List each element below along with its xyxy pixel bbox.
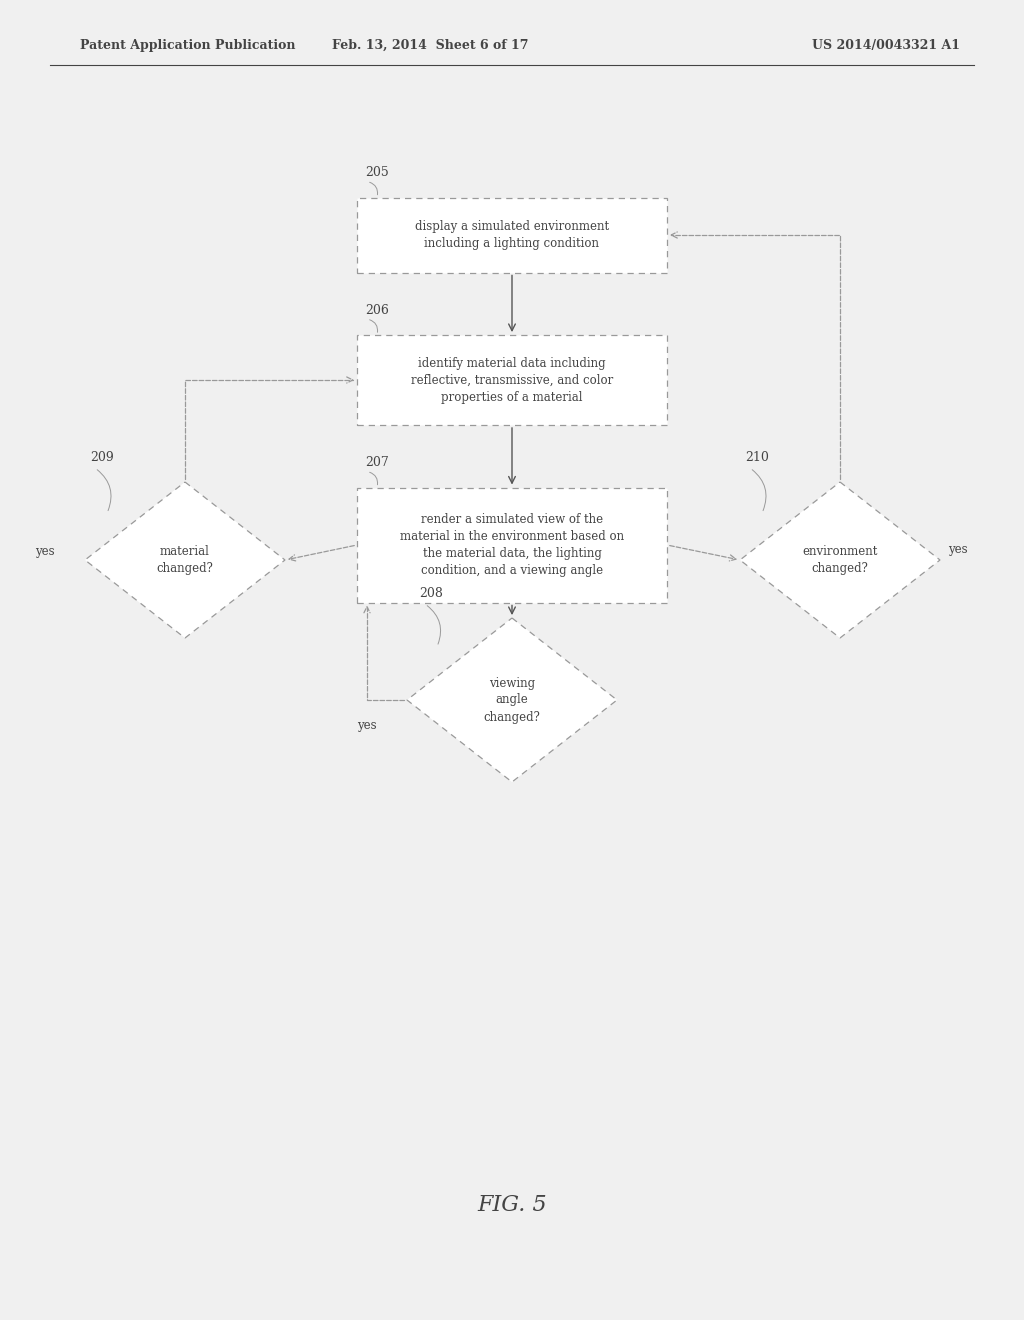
Text: 209: 209 bbox=[90, 451, 114, 465]
Text: material
changed?: material changed? bbox=[157, 545, 213, 576]
Text: display a simulated environment
including a lighting condition: display a simulated environment includin… bbox=[415, 220, 609, 249]
Text: identify material data including
reflective, transmissive, and color
properties : identify material data including reflect… bbox=[411, 356, 613, 404]
Text: render a simulated view of the
material in the environment based on
the material: render a simulated view of the material … bbox=[400, 513, 624, 577]
Text: viewing
angle
changed?: viewing angle changed? bbox=[483, 676, 541, 723]
Text: FIG. 5: FIG. 5 bbox=[477, 1195, 547, 1216]
Text: 205: 205 bbox=[365, 166, 389, 180]
Text: environment
changed?: environment changed? bbox=[803, 545, 878, 576]
Bar bbox=[357, 198, 667, 272]
Text: 208: 208 bbox=[419, 587, 442, 601]
Polygon shape bbox=[740, 482, 940, 638]
Text: US 2014/0043321 A1: US 2014/0043321 A1 bbox=[812, 38, 961, 51]
Text: 210: 210 bbox=[745, 451, 769, 465]
Text: yes: yes bbox=[357, 718, 377, 731]
Text: yes: yes bbox=[948, 544, 968, 557]
Polygon shape bbox=[85, 482, 285, 638]
Text: 207: 207 bbox=[365, 457, 389, 470]
Text: 206: 206 bbox=[365, 304, 389, 317]
Text: yes: yes bbox=[36, 545, 55, 558]
Text: Feb. 13, 2014  Sheet 6 of 17: Feb. 13, 2014 Sheet 6 of 17 bbox=[332, 38, 528, 51]
Bar bbox=[357, 487, 667, 602]
Bar bbox=[357, 335, 667, 425]
Text: Patent Application Publication: Patent Application Publication bbox=[80, 38, 296, 51]
Polygon shape bbox=[407, 618, 617, 781]
